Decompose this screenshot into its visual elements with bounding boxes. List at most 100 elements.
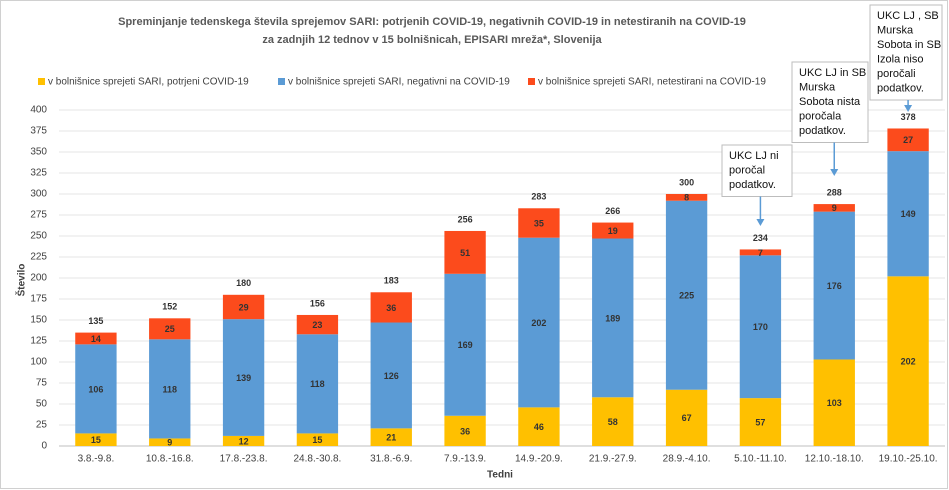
total-label: 256 bbox=[458, 214, 473, 224]
value-label: 27 bbox=[903, 135, 913, 145]
bar-segment bbox=[592, 397, 634, 446]
bar-segment bbox=[149, 438, 191, 446]
bar-segment bbox=[370, 292, 412, 323]
y-tick-label: 50 bbox=[36, 399, 48, 410]
bar-segment bbox=[665, 389, 708, 446]
bar-segment bbox=[222, 319, 265, 436]
bar-segment bbox=[813, 359, 855, 446]
y-axis-label: Število bbox=[15, 264, 28, 297]
annotation-text: UKC LJ ni bbox=[729, 150, 779, 162]
value-label: 67 bbox=[682, 413, 692, 423]
total-label: 283 bbox=[531, 192, 546, 202]
annotation-box bbox=[869, 4, 943, 101]
bar-segment bbox=[813, 211, 855, 360]
bar-segment bbox=[665, 200, 708, 390]
bar-segment bbox=[444, 230, 486, 274]
y-tick-label: 0 bbox=[41, 441, 47, 452]
bar-segment bbox=[665, 194, 708, 201]
value-label: 15 bbox=[312, 435, 322, 445]
y-tick-label: 100 bbox=[30, 357, 47, 368]
y-tick-label: 225 bbox=[30, 252, 47, 263]
bar-segment bbox=[222, 435, 265, 446]
y-tick-label: 75 bbox=[36, 378, 48, 389]
bar-segment bbox=[149, 318, 191, 340]
y-tick-label: 375 bbox=[30, 126, 47, 137]
total-label: 378 bbox=[901, 112, 916, 122]
value-label: 12 bbox=[239, 436, 249, 446]
value-label: 51 bbox=[460, 248, 470, 258]
x-axis-label: Tedni bbox=[487, 470, 513, 481]
y-tick-label: 150 bbox=[30, 315, 47, 326]
bar-segment bbox=[518, 237, 560, 408]
x-tick-label: 10.8.-16.8. bbox=[146, 454, 194, 465]
x-tick-label: 3.8.-9.8. bbox=[78, 454, 115, 465]
annotation-arrowhead bbox=[830, 169, 839, 176]
annotation-text: Murska bbox=[877, 24, 914, 36]
annotation-text: podatkov. bbox=[729, 179, 776, 191]
bar-segment bbox=[370, 322, 412, 429]
value-label: 25 bbox=[165, 324, 175, 334]
x-tick-label: 31.8.-6.9. bbox=[370, 454, 412, 465]
annotation-text: poročali bbox=[877, 68, 916, 80]
annotation-arrowhead bbox=[756, 219, 765, 226]
annotation-text: Sobota nista bbox=[799, 96, 861, 108]
bar-segment bbox=[444, 273, 486, 416]
bar-segment bbox=[296, 433, 339, 446]
value-label: 176 bbox=[827, 281, 842, 291]
bar-segment bbox=[887, 128, 929, 152]
y-tick-label: 250 bbox=[30, 231, 47, 242]
x-tick-label: 5.10.-11.10. bbox=[734, 454, 787, 465]
x-tick-label: 7.9.-13.9. bbox=[444, 454, 486, 465]
x-tick-label: 21.9.-27.9. bbox=[589, 454, 637, 465]
bar-segment bbox=[444, 415, 486, 446]
bar-segment bbox=[296, 334, 339, 434]
value-label: 57 bbox=[755, 417, 765, 427]
value-label: 126 bbox=[384, 371, 399, 381]
value-label: 14 bbox=[91, 334, 101, 344]
y-tick-label: 300 bbox=[30, 189, 47, 200]
value-label: 36 bbox=[460, 426, 470, 436]
bar-segment bbox=[887, 276, 929, 446]
x-tick-label: 17.8.-23.8. bbox=[220, 454, 268, 465]
legend-swatch bbox=[528, 78, 535, 85]
y-tick-label: 25 bbox=[36, 420, 48, 431]
bar-segment bbox=[296, 314, 339, 335]
annotation-text: UKC LJ in SB bbox=[799, 67, 866, 79]
y-tick-label: 125 bbox=[30, 336, 47, 347]
bar-segment bbox=[592, 238, 634, 398]
x-tick-label: 12.10.-18.10. bbox=[805, 454, 864, 465]
x-tick-label: 24.8.-30.8. bbox=[294, 454, 342, 465]
annotation-text: podatkov. bbox=[799, 125, 846, 137]
y-tick-label: 400 bbox=[30, 105, 47, 116]
legend-label: v bolnišnice sprejeti SARI, potrjeni COV… bbox=[48, 77, 249, 88]
annotation-arrowhead bbox=[904, 105, 913, 112]
annotation-text: UKC LJ , SB bbox=[877, 10, 939, 22]
total-label: 234 bbox=[753, 233, 768, 243]
value-label: 29 bbox=[239, 302, 249, 312]
value-label: 35 bbox=[534, 218, 544, 228]
legend-swatch bbox=[278, 78, 285, 85]
bar-segment bbox=[739, 255, 782, 399]
total-label: 156 bbox=[310, 298, 325, 308]
y-tick-label: 275 bbox=[30, 210, 47, 221]
value-label: 169 bbox=[458, 340, 473, 350]
value-label: 139 bbox=[236, 373, 251, 383]
total-label: 300 bbox=[679, 177, 694, 187]
y-tick-label: 350 bbox=[30, 147, 47, 158]
y-tick-label: 200 bbox=[30, 273, 47, 284]
annotation-text: poročala bbox=[799, 110, 842, 122]
annotation-box bbox=[791, 61, 869, 143]
value-label: 225 bbox=[679, 291, 694, 301]
annotation-text: podatkov. bbox=[877, 82, 924, 94]
value-label: 103 bbox=[827, 398, 842, 408]
total-label: 266 bbox=[605, 206, 620, 216]
y-tick-label: 175 bbox=[30, 294, 47, 305]
value-label: 8 bbox=[684, 193, 689, 203]
bar-segment bbox=[592, 222, 634, 239]
bar-segment bbox=[370, 428, 412, 446]
value-label: 149 bbox=[901, 209, 916, 219]
bar-segment bbox=[887, 151, 929, 277]
total-label: 152 bbox=[162, 302, 177, 312]
x-tick-label: 19.10.-25.10. bbox=[879, 454, 938, 465]
